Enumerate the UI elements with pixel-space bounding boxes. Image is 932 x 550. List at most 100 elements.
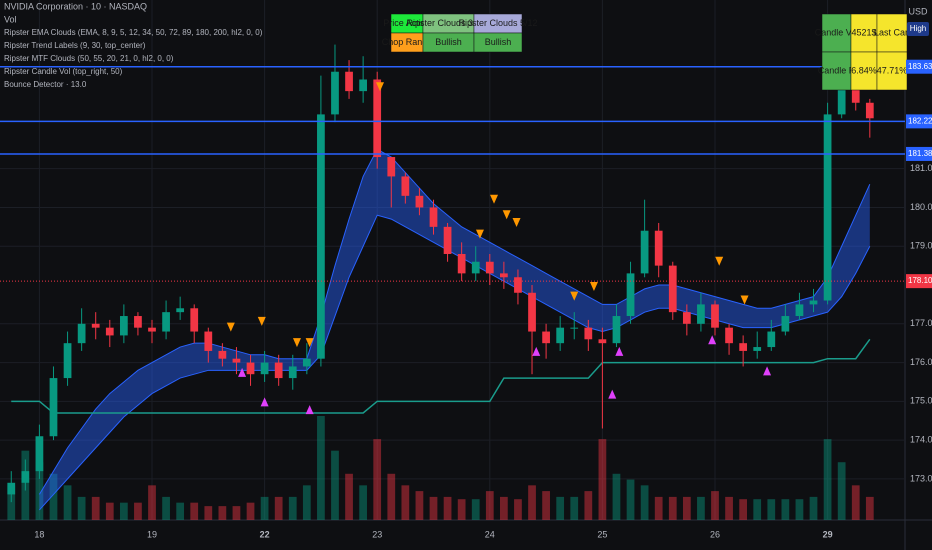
candle-body (584, 327, 593, 340)
volume-bar (331, 450, 339, 520)
indicator-label: Ripster EMA Clouds (EMA, 8, 9, 5, 12, 34… (4, 28, 263, 37)
volume-bar (528, 485, 536, 520)
volume-bar (640, 485, 649, 520)
candle-body (134, 316, 142, 328)
volume-bar (682, 496, 691, 520)
volume-bar (809, 496, 818, 520)
volume-bar (725, 496, 733, 520)
volume-bar (176, 502, 185, 520)
table-cell-text: 47.71% (877, 65, 908, 75)
candle-body (711, 304, 719, 328)
candle-body (471, 261, 480, 274)
table-cell (821, 13, 852, 53)
y-tick-label: 173.00 (910, 473, 932, 483)
indicator-label: Ripster MTF Clouds (50, 55, 20, 21, 0, h… (4, 54, 174, 63)
volume-bar (119, 502, 128, 520)
candle-body (401, 176, 410, 196)
volume-bar (851, 485, 860, 520)
signal-down (376, 82, 385, 92)
signal-up (260, 397, 269, 407)
y-tick-label: 180.00 (910, 202, 932, 212)
volume-bar (401, 485, 410, 520)
signal-down (490, 194, 499, 204)
x-tick-label: 22 (260, 529, 270, 539)
volume-bar (598, 439, 607, 520)
signal-up (305, 405, 314, 415)
currency: USD (908, 6, 928, 16)
symbol-title: NVIDIA Corporation · 10 · NASDAQ (4, 1, 147, 11)
signal-down (715, 256, 724, 266)
volume-bar (668, 496, 677, 520)
volume-bar (570, 496, 579, 520)
indicator-label: Ripster Trend Labels (9, 30, top_center) (4, 41, 146, 50)
volume-bar (387, 473, 396, 520)
volume-bar (612, 473, 621, 520)
candle-body (260, 362, 269, 375)
x-tick-label: 18 (34, 529, 44, 539)
candle-body (528, 292, 536, 332)
candle-body (21, 471, 30, 483)
volume-bar (556, 496, 565, 520)
candle-body (7, 482, 16, 495)
price-badge-label: 183.63 (908, 62, 932, 71)
volume-bar (105, 502, 114, 520)
candle-body (49, 378, 58, 437)
volume-bar (373, 439, 382, 520)
x-tick-label: 24 (485, 529, 495, 539)
volume-bar (584, 491, 593, 520)
volume-bar (415, 491, 424, 520)
candle-body (781, 316, 790, 332)
candle-body (218, 350, 227, 359)
candle-body (457, 253, 466, 274)
cloud-lower (39, 214, 871, 511)
candle-body (63, 343, 72, 379)
signal-down (257, 316, 266, 326)
volume-bar (288, 496, 297, 520)
candle-body (682, 312, 691, 324)
price-badge (906, 114, 932, 129)
table-cell (876, 13, 908, 53)
candle-body (640, 230, 649, 274)
volume-bar (246, 502, 255, 520)
volume-bar (795, 499, 804, 520)
candle-body (176, 308, 185, 313)
volume-bar (697, 496, 705, 520)
volume-bar (837, 462, 846, 520)
candle-body (443, 226, 452, 254)
indicator-label: Bounce Detector · 13.0 (4, 80, 87, 89)
table-cell-text: 4521$ (851, 27, 876, 37)
candle-body (514, 277, 522, 293)
table-cell-text: Ripster Clouds 5/12 (458, 18, 537, 28)
candle-body (91, 323, 100, 328)
candle-body (485, 261, 494, 274)
candle-body (162, 312, 170, 332)
candle-body (331, 71, 339, 115)
price-badge-label: 182.22 (908, 116, 932, 125)
signal-up (763, 366, 772, 376)
candle-body (359, 79, 367, 92)
volume-bar (767, 499, 776, 520)
candle-body (232, 358, 241, 363)
volume-bar (711, 491, 719, 520)
candle-body (612, 316, 621, 344)
candle-body (246, 362, 255, 375)
price-badge-label: 178.10 (908, 276, 932, 285)
volume-bar (302, 485, 311, 520)
volume-bar (148, 485, 156, 520)
indicator-label: Ripster Candle Vol (top_right, 50) (4, 67, 123, 76)
volume-bar (865, 496, 874, 520)
volume-bar (260, 496, 269, 520)
volume-bar (134, 502, 142, 520)
signal-down (512, 217, 521, 227)
volume-bar (471, 499, 480, 520)
volume-bar (500, 496, 508, 520)
y-tick-label: 177.00 (910, 318, 932, 328)
volume-bar (162, 496, 170, 520)
candle-body (767, 331, 776, 348)
candle-body (302, 358, 311, 367)
high-badge (907, 22, 929, 36)
x-tick-label: 23 (372, 529, 382, 539)
candle-body (739, 343, 748, 351)
